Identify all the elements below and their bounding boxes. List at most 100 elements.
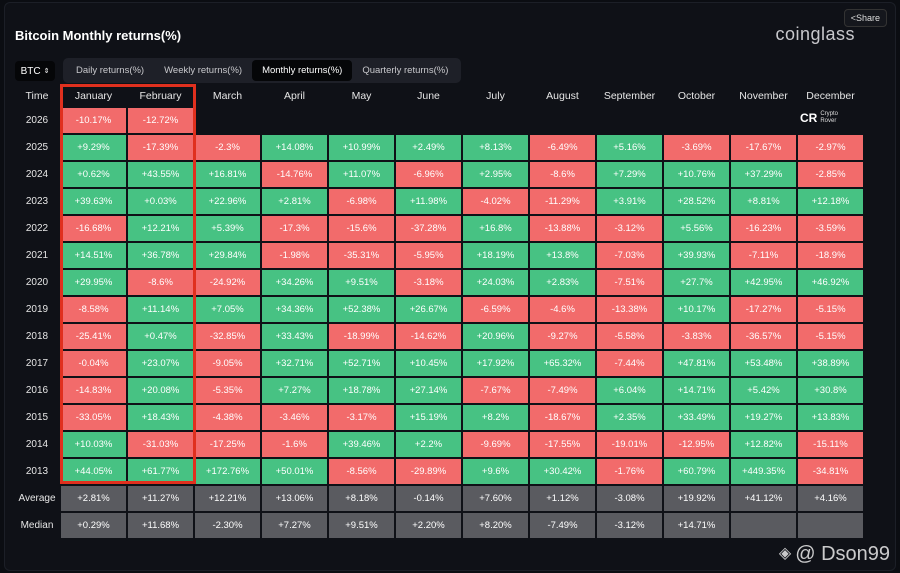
return-cell: +36.78% <box>128 243 193 268</box>
month-header[interactable]: October <box>677 90 716 102</box>
return-cell: -4.6% <box>530 297 595 322</box>
return-cell: -6.59% <box>463 297 528 322</box>
year-label: 2013 <box>25 466 49 477</box>
share-button[interactable]: <Share <box>843 9 887 27</box>
return-cell: -13.88% <box>530 216 595 241</box>
year-label: 2014 <box>25 439 49 450</box>
return-cell: -5.95% <box>396 243 461 268</box>
tab-daily[interactable]: Daily returns(%) <box>76 65 145 76</box>
return-cell <box>664 108 729 133</box>
return-cell: +61.77% <box>128 459 193 484</box>
return-cell: -6.96% <box>396 162 461 187</box>
year-label: 2015 <box>25 412 49 423</box>
return-cell: +2.95% <box>463 162 528 187</box>
return-cell: -5.58% <box>597 324 662 349</box>
return-cell: +47.81% <box>664 351 729 376</box>
return-cell: +9.51% <box>329 270 394 295</box>
return-cell: -17.39% <box>128 135 193 160</box>
return-cell: +7.05% <box>195 297 260 322</box>
return-cell: -3.12% <box>597 216 662 241</box>
month-header[interactable]: September <box>603 90 656 102</box>
return-cell <box>463 108 528 133</box>
return-cell: -13.38% <box>597 297 662 322</box>
return-cell: -3.46% <box>262 405 327 430</box>
return-cell: -4.02% <box>463 189 528 214</box>
stat-cell <box>798 513 863 538</box>
return-cell: +33.43% <box>262 324 327 349</box>
return-cell: -3.59% <box>798 216 863 241</box>
return-cell: +13.83% <box>798 405 863 430</box>
tab-weekly[interactable]: Weekly returns(%) <box>164 65 243 76</box>
stat-label: Median <box>20 520 54 531</box>
year-label: 2018 <box>25 331 49 342</box>
return-cell: +5.16% <box>597 135 662 160</box>
tab-monthly[interactable]: Monthly returns(%) <box>252 60 353 81</box>
year-label: 2020 <box>25 277 49 288</box>
return-cell: -1.98% <box>262 243 327 268</box>
year-label: 2023 <box>25 196 49 207</box>
return-cell: +8.81% <box>731 189 796 214</box>
stat-cell: +12.21% <box>195 486 260 511</box>
return-cell: -25.41% <box>61 324 126 349</box>
stat-cell: +14.71% <box>664 513 729 538</box>
crypto-rover-logo: CR Crypto Rover <box>800 111 839 125</box>
return-cell: -8.56% <box>329 459 394 484</box>
return-cell: +24.03% <box>463 270 528 295</box>
month-header[interactable]: June <box>417 90 440 102</box>
return-cell: +14.71% <box>664 378 729 403</box>
month-header[interactable]: July <box>486 90 505 102</box>
return-cell: +10.03% <box>61 432 126 457</box>
return-cell: -10.17% <box>61 108 126 133</box>
return-cell: -19.01% <box>597 432 662 457</box>
return-cell: -12.72% <box>128 108 193 133</box>
return-cell: -9.27% <box>530 324 595 349</box>
stat-cell: -3.12% <box>597 513 662 538</box>
month-header[interactable]: November <box>739 90 788 102</box>
return-cell: +27.7% <box>664 270 729 295</box>
stat-cell: +0.29% <box>61 513 126 538</box>
return-cell: +39.46% <box>329 432 394 457</box>
return-cell: +30.8% <box>798 378 863 403</box>
month-header[interactable]: March <box>212 90 243 102</box>
return-cell: +18.43% <box>128 405 193 430</box>
stat-cell: +11.27% <box>128 486 193 511</box>
return-cell <box>731 108 796 133</box>
stat-cell: +11.68% <box>128 513 193 538</box>
return-cell: -14.62% <box>396 324 461 349</box>
stat-cell: +13.06% <box>262 486 327 511</box>
return-cell: +13.8% <box>530 243 595 268</box>
stat-cell: +7.27% <box>262 513 327 538</box>
return-cell: +2.35% <box>597 405 662 430</box>
month-header[interactable]: August <box>546 90 579 102</box>
return-cell: +2.83% <box>530 270 595 295</box>
return-cell: -17.3% <box>262 216 327 241</box>
return-cell: +50.01% <box>262 459 327 484</box>
return-cell <box>262 108 327 133</box>
tab-quarterly[interactable]: Quarterly returns(%) <box>362 65 449 76</box>
return-cell: +20.96% <box>463 324 528 349</box>
return-cell: +5.42% <box>731 378 796 403</box>
return-cell: +46.92% <box>798 270 863 295</box>
return-cell: +53.48% <box>731 351 796 376</box>
return-cell: -3.83% <box>664 324 729 349</box>
return-cell: +52.38% <box>329 297 394 322</box>
month-header[interactable]: February <box>139 90 182 102</box>
month-header[interactable]: January <box>74 90 113 102</box>
return-cell: +2.49% <box>396 135 461 160</box>
binance-icon: ◈ <box>778 545 792 562</box>
return-cell: -18.67% <box>530 405 595 430</box>
month-header[interactable]: May <box>351 90 372 102</box>
stat-cell: -7.49% <box>530 513 595 538</box>
return-cell: +8.13% <box>463 135 528 160</box>
return-cell: +26.67% <box>396 297 461 322</box>
return-cell: -7.67% <box>463 378 528 403</box>
month-header[interactable]: December <box>806 90 855 102</box>
month-header[interactable]: April <box>283 90 305 102</box>
return-cell: -8.6% <box>530 162 595 187</box>
return-cell: -29.89% <box>396 459 461 484</box>
return-cell: +5.56% <box>664 216 729 241</box>
return-cell: +10.45% <box>396 351 461 376</box>
stat-cell: -2.30% <box>195 513 260 538</box>
return-cell: -17.27% <box>731 297 796 322</box>
symbol-select[interactable]: BTC ⇕ <box>15 61 55 81</box>
